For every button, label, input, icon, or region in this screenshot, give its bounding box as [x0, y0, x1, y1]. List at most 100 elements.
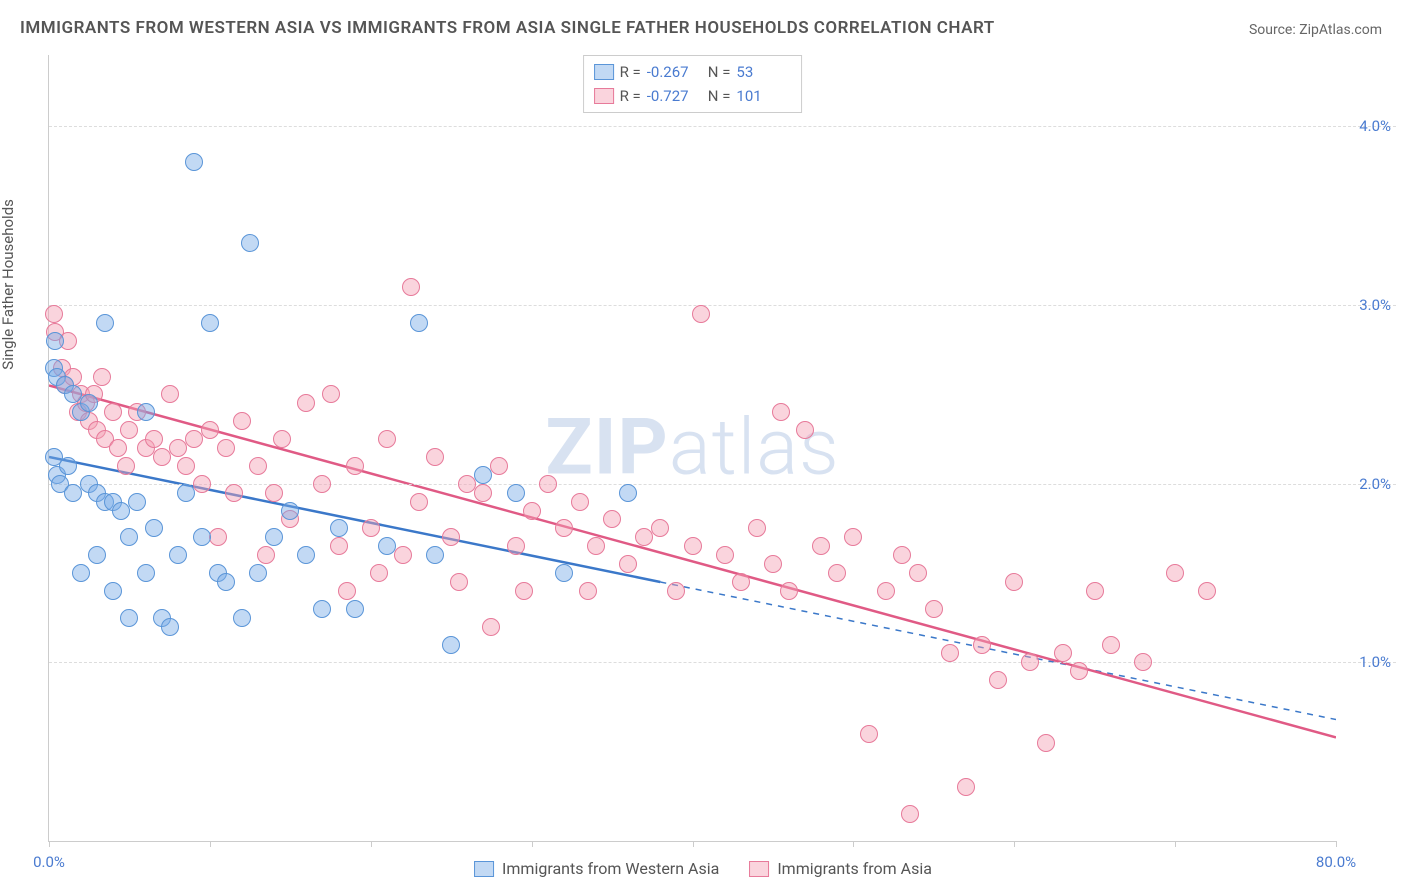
scatter-point-western_asia: [96, 314, 114, 332]
scatter-point-asia: [515, 582, 533, 600]
scatter-point-western_asia: [80, 394, 98, 412]
scatter-point-asia: [812, 537, 830, 555]
x-tick: [210, 841, 211, 847]
plot-area: ZIPatlas R = -0.267 N = 53 R = -0.727 N …: [48, 55, 1336, 842]
scatter-point-asia: [925, 600, 943, 618]
scatter-point-western_asia: [217, 573, 235, 591]
scatter-point-asia: [1005, 573, 1023, 591]
x-tick: [532, 841, 533, 847]
gridline-h: [49, 484, 1396, 485]
scatter-point-asia: [378, 430, 396, 448]
scatter-point-western_asia: [112, 502, 130, 520]
scatter-point-asia: [828, 564, 846, 582]
legend-label-western-asia: Immigrants from Western Asia: [502, 859, 719, 878]
scatter-point-western_asia: [233, 609, 251, 627]
source-attribution: Source: ZipAtlas.com: [1249, 22, 1382, 38]
scatter-point-western_asia: [177, 484, 195, 502]
scatter-point-western_asia: [555, 564, 573, 582]
scatter-point-asia: [796, 421, 814, 439]
legend-item-western-asia: Immigrants from Western Asia: [474, 859, 719, 878]
scatter-point-western_asia: [185, 153, 203, 171]
x-tick: [693, 841, 694, 847]
y-tick-label: 4.0%: [1359, 117, 1391, 135]
trend-lines-layer: [49, 55, 1336, 841]
legend-r-label: R =: [620, 60, 641, 84]
scatter-point-asia: [539, 475, 557, 493]
scatter-point-asia: [249, 457, 267, 475]
scatter-point-western_asia: [507, 484, 525, 502]
scatter-point-asia: [989, 671, 1007, 689]
scatter-point-asia: [450, 573, 468, 591]
scatter-point-western_asia: [64, 484, 82, 502]
legend-swatch-asia: [594, 88, 614, 104]
x-tick: [371, 841, 372, 847]
scatter-point-western_asia: [297, 546, 315, 564]
scatter-point-asia: [635, 528, 653, 546]
scatter-point-asia: [330, 537, 348, 555]
scatter-point-asia: [1037, 734, 1055, 752]
legend-swatch-asia: [749, 861, 769, 877]
scatter-point-asia: [177, 457, 195, 475]
scatter-point-western_asia: [474, 466, 492, 484]
scatter-point-asia: [973, 636, 991, 654]
watermark: ZIPatlas: [545, 403, 839, 494]
scatter-point-western_asia: [72, 564, 90, 582]
x-tick: [49, 841, 50, 847]
scatter-point-asia: [410, 493, 428, 511]
scatter-point-asia: [120, 421, 138, 439]
legend-swatch-western-asia: [594, 64, 614, 80]
scatter-point-asia: [877, 582, 895, 600]
scatter-point-asia: [692, 305, 710, 323]
legend-r-value-asia: -0.727: [647, 84, 702, 108]
scatter-point-asia: [667, 582, 685, 600]
scatter-point-asia: [185, 430, 203, 448]
trendline-asia: [49, 385, 1336, 737]
scatter-point-asia: [523, 502, 541, 520]
scatter-point-asia: [579, 582, 597, 600]
scatter-point-asia: [402, 278, 420, 296]
legend-row-asia: R = -0.727 N = 101: [594, 84, 792, 108]
scatter-point-asia: [153, 448, 171, 466]
scatter-point-asia: [603, 510, 621, 528]
scatter-point-western_asia: [137, 403, 155, 421]
scatter-point-asia: [619, 555, 637, 573]
scatter-point-western_asia: [249, 564, 267, 582]
scatter-point-asia: [201, 421, 219, 439]
scatter-point-asia: [1086, 582, 1104, 600]
scatter-point-western_asia: [378, 537, 396, 555]
legend-n-label: N =: [708, 84, 731, 108]
scatter-point-asia: [1134, 653, 1152, 671]
scatter-point-asia: [716, 546, 734, 564]
scatter-point-asia: [346, 457, 364, 475]
scatter-point-western_asia: [59, 457, 77, 475]
scatter-point-asia: [1198, 582, 1216, 600]
scatter-point-western_asia: [265, 528, 283, 546]
gridline-h: [49, 662, 1396, 663]
legend-r-label: R =: [620, 84, 641, 108]
trendline-extrapolated-western_asia: [660, 582, 1336, 720]
scatter-point-asia: [957, 778, 975, 796]
scatter-point-asia: [313, 475, 331, 493]
scatter-point-asia: [893, 546, 911, 564]
scatter-point-asia: [772, 403, 790, 421]
y-tick-label: 2.0%: [1359, 475, 1391, 493]
scatter-point-western_asia: [330, 519, 348, 537]
scatter-point-asia: [748, 519, 766, 537]
legend-row-western-asia: R = -0.267 N = 53: [594, 60, 792, 84]
gridline-h: [49, 305, 1396, 306]
legend-r-value-western-asia: -0.267: [647, 60, 702, 84]
scatter-point-western_asia: [201, 314, 219, 332]
scatter-point-asia: [145, 430, 163, 448]
scatter-point-western_asia: [137, 564, 155, 582]
scatter-point-asia: [93, 368, 111, 386]
x-tick-label: 0.0%: [33, 853, 65, 871]
source-label: Source:: [1249, 22, 1296, 38]
trendline-western_asia: [49, 457, 660, 582]
legend-swatch-western-asia: [474, 861, 494, 877]
legend-n-value-western-asia: 53: [736, 60, 791, 84]
scatter-point-asia: [732, 573, 750, 591]
scatter-point-western_asia: [426, 546, 444, 564]
scatter-point-western_asia: [161, 618, 179, 636]
scatter-point-asia: [233, 412, 251, 430]
scatter-point-western_asia: [193, 528, 211, 546]
